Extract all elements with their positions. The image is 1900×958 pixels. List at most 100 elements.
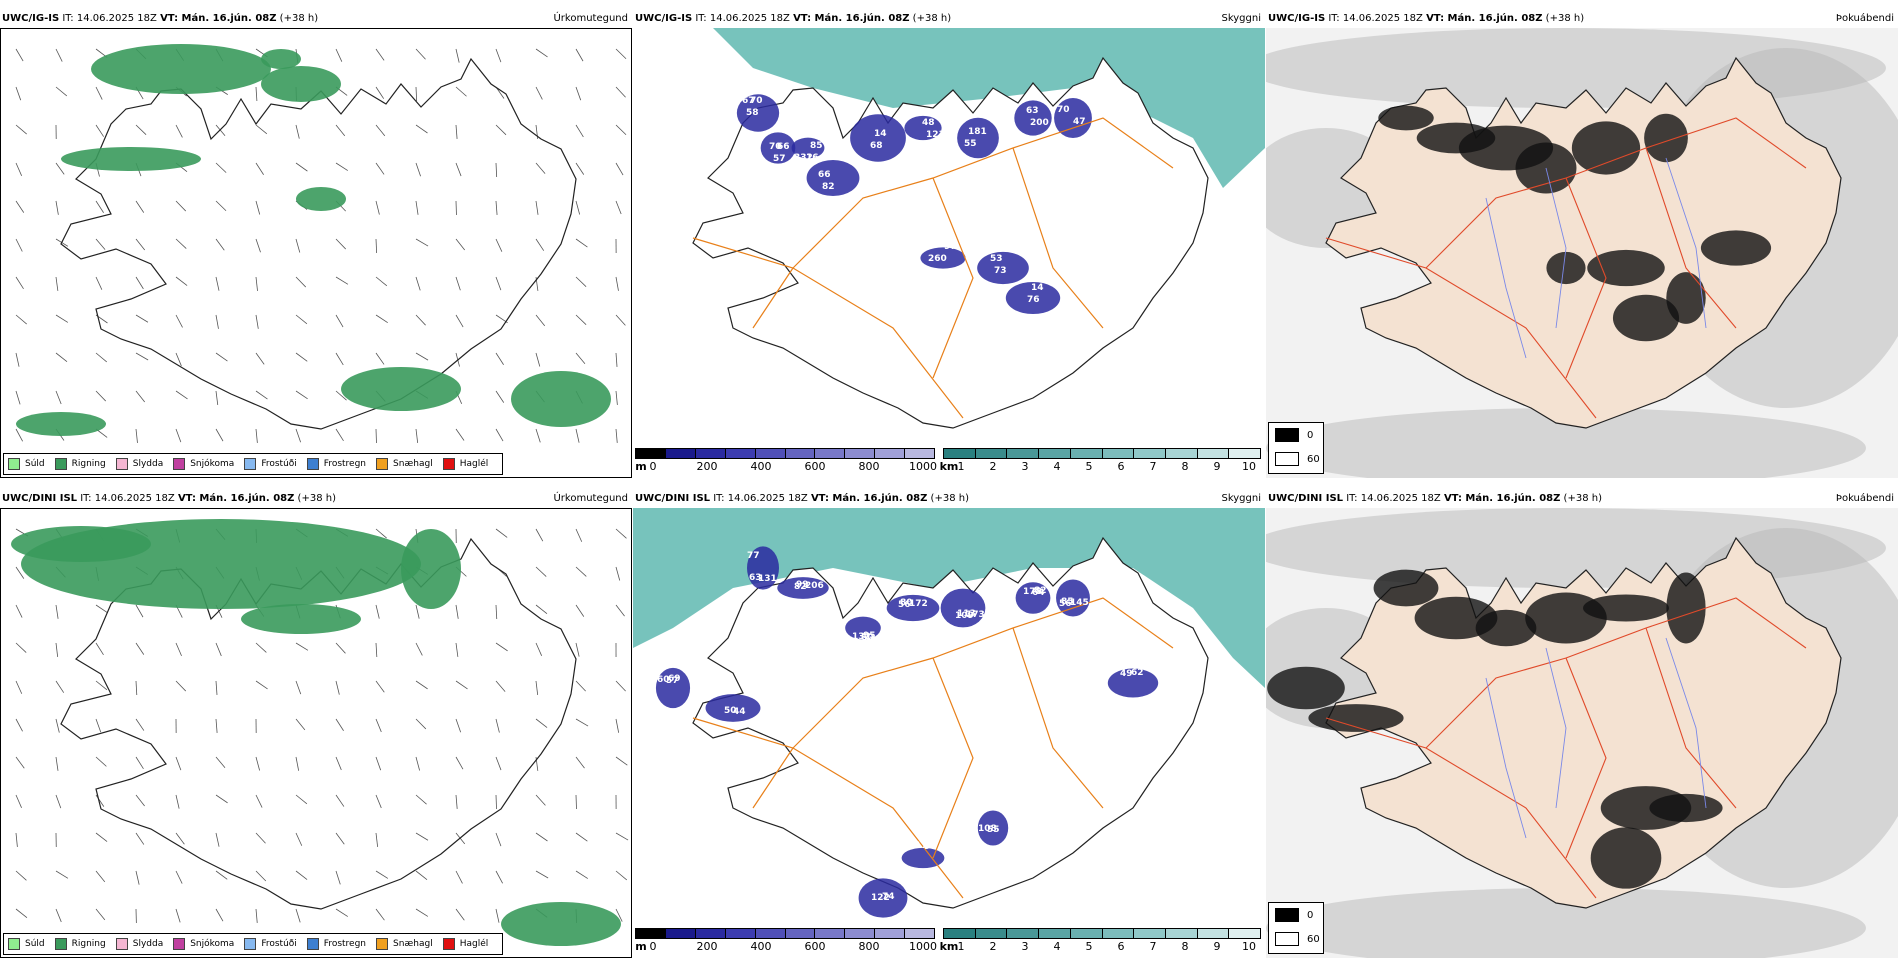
scale-tick: 1 bbox=[958, 940, 965, 953]
wind-barb bbox=[616, 49, 626, 59]
wind-barb bbox=[616, 719, 619, 733]
cloud-map-row1: 0 60 bbox=[1266, 28, 1898, 478]
visibility-label: 66 bbox=[777, 142, 790, 152]
cloud-legend-item: 0 bbox=[1269, 903, 1323, 927]
wind-barb bbox=[416, 239, 428, 246]
wind-barb bbox=[496, 643, 508, 651]
wind-barb bbox=[416, 909, 428, 916]
wind-barb bbox=[576, 757, 584, 768]
wind-barb bbox=[296, 909, 300, 922]
wind-barb bbox=[256, 87, 257, 101]
visibility-label: 73 bbox=[994, 266, 1007, 276]
wind-barb bbox=[376, 643, 377, 657]
legend-swatch bbox=[55, 458, 67, 470]
scale-swatch bbox=[1007, 929, 1039, 938]
scale-tick: 600 bbox=[805, 460, 826, 473]
fog-area bbox=[1546, 252, 1585, 284]
cloud-header-row1: UWC/IG-IS IT: 14.06.2025 18Z VT: Mán. 16… bbox=[1268, 12, 1868, 26]
wind-barb bbox=[416, 429, 418, 443]
wind-barb bbox=[376, 681, 384, 692]
wind-barb bbox=[16, 353, 19, 367]
visibility-label: 50 bbox=[724, 706, 737, 716]
scale-swatch bbox=[1134, 929, 1166, 938]
visibility-label: 53 bbox=[990, 254, 1003, 264]
wind-barb bbox=[456, 681, 468, 689]
precip-legend-item: Slydda bbox=[116, 938, 163, 950]
wind-barb bbox=[96, 605, 108, 613]
scale-swatch bbox=[1103, 449, 1135, 458]
scale-tick: 6 bbox=[1118, 460, 1125, 473]
wind-barb bbox=[216, 429, 223, 441]
wind-barb bbox=[16, 315, 27, 324]
wind-barb bbox=[576, 201, 580, 215]
wind-barb bbox=[416, 201, 418, 215]
wind-barb bbox=[16, 719, 23, 731]
legend-label: 0 bbox=[1307, 910, 1313, 921]
wind-barb bbox=[56, 163, 64, 174]
wind-barb bbox=[616, 125, 626, 135]
wind-barb bbox=[456, 277, 460, 290]
wind-barb bbox=[216, 643, 221, 656]
wind-barb bbox=[336, 125, 345, 136]
rain-area bbox=[511, 371, 611, 427]
wind-barb bbox=[536, 529, 543, 541]
wind-barb bbox=[256, 391, 267, 399]
wind-barb bbox=[16, 681, 22, 694]
wind-barb bbox=[336, 429, 344, 441]
wind-barb bbox=[616, 833, 628, 840]
scale-tick: 4 bbox=[1054, 940, 1061, 953]
scale-unit: km bbox=[940, 940, 959, 953]
scale-swatch bbox=[786, 449, 816, 458]
scale-swatch bbox=[976, 929, 1008, 938]
fog-area bbox=[1378, 106, 1433, 131]
legend-swatch bbox=[1275, 428, 1299, 442]
wind-barb bbox=[496, 49, 501, 62]
fog-area bbox=[1308, 704, 1403, 732]
scale-swatch bbox=[1229, 929, 1260, 938]
fog-area bbox=[1267, 667, 1345, 710]
visibility-label: 57 bbox=[773, 154, 786, 164]
wind-barb bbox=[16, 871, 26, 880]
legend-label: 0 bbox=[1307, 430, 1313, 441]
legend-label: 60 bbox=[1307, 454, 1320, 465]
wind-barb bbox=[136, 643, 144, 655]
wind-barb bbox=[376, 605, 379, 619]
scale-swatch bbox=[786, 929, 816, 938]
wind-barb bbox=[616, 315, 625, 325]
wind-barb bbox=[16, 909, 27, 918]
wind-barb bbox=[136, 605, 143, 617]
wind-barb bbox=[376, 795, 381, 808]
wind-barb bbox=[536, 833, 547, 841]
wind-barb bbox=[616, 757, 627, 765]
wind-barb bbox=[336, 353, 343, 365]
scale-tick: 8 bbox=[1182, 460, 1189, 473]
legend-label: Slydda bbox=[133, 459, 163, 469]
fog-area bbox=[1591, 827, 1662, 888]
wind-barb bbox=[456, 87, 467, 96]
wind-barb bbox=[496, 125, 506, 135]
legend-label: Súld bbox=[25, 939, 45, 949]
cloud-title-row2: Þokuábendi bbox=[1836, 492, 1894, 506]
wind-barb bbox=[496, 681, 505, 692]
scale-swatch bbox=[875, 929, 905, 938]
visibility-label: 76 bbox=[1027, 295, 1040, 305]
wind-barb bbox=[376, 277, 387, 286]
scale-swatch bbox=[756, 449, 786, 458]
scale-swatch bbox=[726, 449, 756, 458]
rain-area bbox=[11, 526, 151, 562]
wind-barb bbox=[336, 757, 341, 770]
precip-legend-item: Snæhagl bbox=[376, 938, 433, 950]
wind-barb bbox=[576, 277, 586, 287]
visibility-label: 74 bbox=[882, 892, 895, 902]
vis-panel-row2: UWC/DINI ISL IT: 14.06.2025 18Z VT: Mán.… bbox=[633, 494, 1265, 958]
wind-barb bbox=[136, 391, 145, 402]
wind-barb bbox=[176, 201, 186, 211]
wind-barb bbox=[136, 757, 143, 769]
wind-barb bbox=[256, 277, 258, 291]
fog-area bbox=[1644, 114, 1688, 163]
wind-barb bbox=[16, 125, 27, 134]
wind-barb bbox=[216, 681, 217, 695]
wind-barb bbox=[536, 429, 540, 442]
scale-swatch bbox=[1134, 449, 1166, 458]
